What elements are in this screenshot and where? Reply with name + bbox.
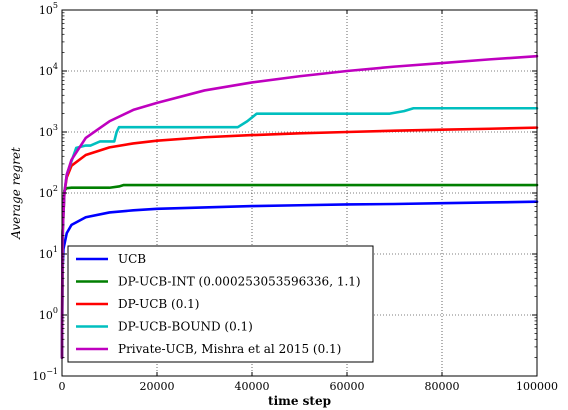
series-line-0 xyxy=(60,200,539,359)
y-tick-label-base-text: 10 xyxy=(39,126,53,139)
y-tick-label: 10−1 xyxy=(32,367,58,383)
y-tick-label-exponent: 0 xyxy=(53,306,58,315)
series-lines xyxy=(60,54,539,359)
y-tick-label-exponent: 2 xyxy=(53,184,58,193)
legend-entry: UCB xyxy=(76,252,146,266)
y-tick-label-exponent: −1 xyxy=(46,367,58,376)
y-tick-label-base: 104 xyxy=(39,62,58,78)
x-tick-label: 60000 xyxy=(330,380,365,393)
legend-entry: Private-UCB, Mishra et al 2015 (0.1) xyxy=(76,342,341,356)
y-tick-label-base: 10−1 xyxy=(32,367,58,383)
y-tick-label-base-text: 10 xyxy=(39,4,53,17)
legend-entry: DP-UCB-INT (0.000253053596336, 1.1) xyxy=(76,275,361,289)
y-axis-label: Average regret xyxy=(9,147,23,240)
legend: UCB DP-UCB-INT (0.000253053596336, 1.1) DP… xyxy=(67,245,374,363)
legend-label: DP-UCB (0.1) xyxy=(118,297,199,311)
x-tick-label: 0 xyxy=(59,380,66,393)
ticks: 0 20000 40000 60000 80000 10000010−1100101102… xyxy=(32,1,558,393)
y-tick-label-base: 105 xyxy=(39,1,58,17)
x-tick-label: 80000 xyxy=(425,380,460,393)
series-line-4 xyxy=(60,54,539,359)
y-tick-label-base-text: 10 xyxy=(39,187,53,200)
legend-label: DP-UCB-INT (0.000253053596336, 1.1) xyxy=(118,275,361,289)
legend-entry: DP-UCB-BOUND (0.1) xyxy=(76,320,253,334)
y-tick-label-base-text: 10 xyxy=(32,370,46,383)
y-tick-label-exponent: 1 xyxy=(53,245,58,254)
y-tick-label-base-text: 10 xyxy=(39,65,53,78)
x-tick-label: 20000 xyxy=(140,380,175,393)
y-tick-label: 104 xyxy=(39,62,58,78)
legend-label: DP-UCB-BOUND (0.1) xyxy=(118,320,253,334)
y-tick-label-base: 100 xyxy=(39,306,58,322)
legend-box xyxy=(67,245,374,363)
y-tick-label: 101 xyxy=(39,245,58,261)
y-tick-label: 105 xyxy=(39,1,58,17)
y-tick-label: 103 xyxy=(39,123,58,139)
legend-label: UCB xyxy=(118,252,146,266)
x-tick-label: 40000 xyxy=(235,380,270,393)
legend-entry: DP-UCB (0.1) xyxy=(76,297,199,311)
y-tick-label: 100 xyxy=(39,306,58,322)
y-tick-label-exponent: 5 xyxy=(53,1,58,10)
y-tick-label-base: 102 xyxy=(39,184,58,200)
y-tick-label-base-text: 10 xyxy=(39,248,53,261)
y-tick-label-exponent: 3 xyxy=(53,123,58,132)
y-tick-label: 102 xyxy=(39,184,58,200)
x-axis-label: time step xyxy=(268,394,331,408)
y-tick-label-base: 103 xyxy=(39,123,58,139)
x-tick-label: 100000 xyxy=(516,380,558,393)
y-tick-label-base-text: 10 xyxy=(39,309,53,322)
legend-label: Private-UCB, Mishra et al 2015 (0.1) xyxy=(118,342,341,356)
y-tick-label-base: 101 xyxy=(39,245,58,261)
y-tick-label-exponent: 4 xyxy=(53,62,58,71)
